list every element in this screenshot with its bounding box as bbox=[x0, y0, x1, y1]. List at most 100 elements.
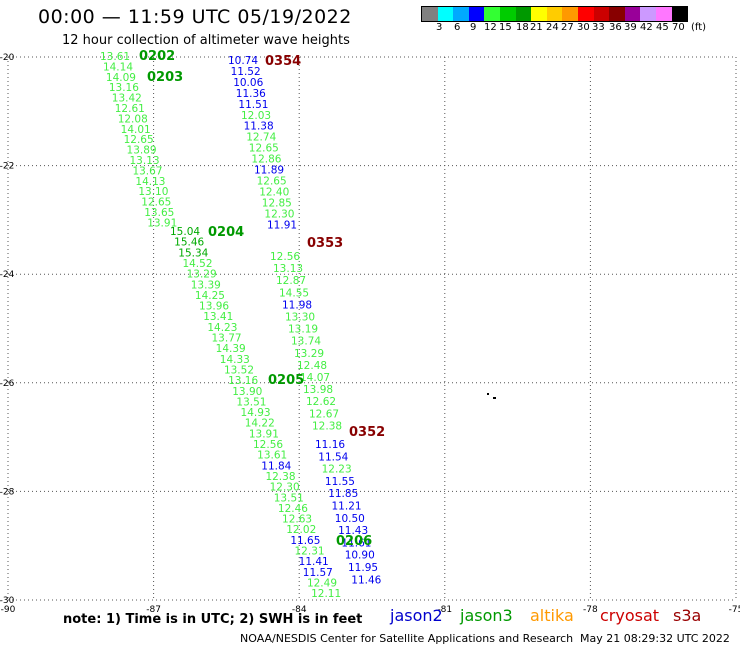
legend-swatch bbox=[577, 7, 594, 21]
swh-value: 13.10 bbox=[138, 186, 168, 198]
swh-value: 11.89 bbox=[254, 165, 284, 177]
satellite-jason2: jason2 bbox=[390, 606, 443, 625]
swh-value: 13.98 bbox=[303, 384, 333, 396]
swh-value: 15.04 bbox=[170, 226, 200, 238]
legend-swatch bbox=[593, 7, 610, 21]
legend-swatch bbox=[468, 7, 485, 21]
swh-value: 14.52 bbox=[182, 258, 212, 270]
swh-value: 12.65 bbox=[124, 134, 154, 146]
swh-value: 10.06 bbox=[233, 77, 263, 89]
swh-value: 12.56 bbox=[270, 251, 300, 263]
swh-value: 13.29 bbox=[294, 348, 324, 360]
swh-value: 12.23 bbox=[322, 464, 352, 476]
pass-label: 0354 bbox=[265, 54, 301, 69]
swh-value: 13.90 bbox=[232, 386, 262, 398]
swh-value: 12.31 bbox=[295, 546, 325, 558]
swh-value: 11.85 bbox=[328, 488, 358, 500]
swh-value: 12.65 bbox=[141, 197, 171, 209]
swh-value: 12.74 bbox=[246, 132, 276, 144]
swh-value: 12.38 bbox=[265, 471, 295, 483]
legend-swatch bbox=[422, 7, 438, 21]
swh-value: 12.46 bbox=[278, 503, 308, 515]
legend-label: 21 bbox=[530, 22, 543, 33]
page-title: 00:00 — 11:59 UTC 05/19/2022 bbox=[38, 6, 352, 28]
legend-label: 30 bbox=[577, 22, 590, 33]
swh-value: 12.65 bbox=[257, 175, 287, 187]
swh-value: 11.46 bbox=[351, 574, 381, 586]
legend-swatch bbox=[484, 7, 500, 21]
legend-label: 36 bbox=[609, 22, 622, 33]
color-scale-legend bbox=[421, 6, 689, 22]
swh-value: 14.93 bbox=[241, 407, 271, 419]
legend-swatch bbox=[531, 7, 547, 21]
pass-label: 0353 bbox=[307, 236, 343, 251]
pass-label: 0205 bbox=[268, 373, 304, 388]
satellite-cryosat: cryosat bbox=[600, 606, 660, 625]
swh-value: 13.65 bbox=[144, 207, 174, 219]
swh-value: 12.65 bbox=[249, 143, 279, 155]
swh-value: 12.30 bbox=[264, 208, 294, 220]
swh-value: 13.41 bbox=[203, 311, 233, 323]
legend-label: (ft) bbox=[691, 22, 707, 33]
legend-swatch bbox=[609, 7, 625, 21]
swh-value: 13.74 bbox=[291, 336, 321, 348]
swh-value: 12.02 bbox=[286, 524, 316, 536]
swh-value: 14.23 bbox=[207, 322, 237, 334]
swh-value: 12.67 bbox=[309, 408, 339, 420]
swh-value: 12.40 bbox=[259, 186, 289, 198]
swh-value: 10.50 bbox=[335, 513, 365, 525]
pass-label: 0206 bbox=[336, 534, 372, 549]
swh-value: 12.86 bbox=[251, 154, 281, 166]
swh-value: 13.51 bbox=[236, 396, 266, 408]
legend-label: 70 bbox=[672, 22, 685, 33]
swh-value: 14.07 bbox=[300, 372, 330, 384]
swh-value: 12.56 bbox=[253, 439, 283, 451]
swh-value: 14.14 bbox=[103, 61, 133, 73]
satellite-jason3: jason3 bbox=[460, 606, 513, 625]
swh-value: 14.01 bbox=[121, 124, 151, 136]
swh-value: 13.29 bbox=[187, 269, 217, 281]
swh-value: 11.84 bbox=[261, 460, 291, 472]
swh-value: 11.95 bbox=[348, 562, 378, 574]
pass-label: 0352 bbox=[349, 425, 385, 440]
footer-credit: NOAA/NESDIS Center for Satellite Applica… bbox=[240, 632, 574, 645]
pass-label: 0204 bbox=[208, 225, 244, 240]
swh-value: 11.36 bbox=[236, 88, 266, 100]
swh-value: 13.61 bbox=[257, 450, 287, 462]
swh-value: 10.90 bbox=[345, 550, 375, 562]
legend-swatch bbox=[671, 7, 688, 21]
legend-label: 12 bbox=[484, 22, 497, 33]
lon-tick-label: -84 bbox=[292, 605, 307, 615]
swh-value: 14.55 bbox=[279, 287, 309, 299]
page-subtitle: 12 hour collection of altimeter wave hei… bbox=[62, 33, 350, 48]
legend-swatch bbox=[624, 7, 641, 21]
swh-value: 13.67 bbox=[132, 165, 162, 177]
swh-value: 13.30 bbox=[285, 312, 315, 324]
swh-value: 11.61 bbox=[341, 537, 371, 549]
legend-label: 9 bbox=[470, 22, 477, 33]
swh-value: 13.91 bbox=[249, 428, 279, 440]
legend-label: 33 bbox=[592, 22, 605, 33]
legend-label: 6 bbox=[454, 22, 461, 33]
pass-label: 0202 bbox=[139, 49, 175, 64]
swh-value: 12.87 bbox=[276, 275, 306, 287]
lat-tick-label: -22 bbox=[0, 162, 14, 172]
legend-label: 15 bbox=[499, 22, 512, 33]
legend-swatch bbox=[515, 7, 532, 21]
swh-value: 11.51 bbox=[238, 99, 268, 111]
swh-value: 12.30 bbox=[270, 482, 300, 494]
swh-value: 12.11 bbox=[311, 588, 341, 600]
lat-tick-label: -26 bbox=[0, 379, 15, 389]
lon-tick-label: -75 bbox=[729, 605, 740, 615]
swh-value: 13.61 bbox=[100, 51, 130, 63]
lon-tick-label: -78 bbox=[583, 605, 598, 615]
lon-tick-label: -87 bbox=[146, 605, 161, 615]
swh-value: 12.62 bbox=[306, 396, 336, 408]
legend-swatch bbox=[437, 7, 454, 21]
lon-tick-label: -90 bbox=[1, 605, 16, 615]
map-speck bbox=[493, 397, 496, 399]
pass-label: 0203 bbox=[147, 70, 183, 85]
legend-label: 45 bbox=[656, 22, 669, 33]
swh-value: 11.52 bbox=[231, 66, 261, 78]
swh-value: 13.96 bbox=[199, 301, 229, 313]
